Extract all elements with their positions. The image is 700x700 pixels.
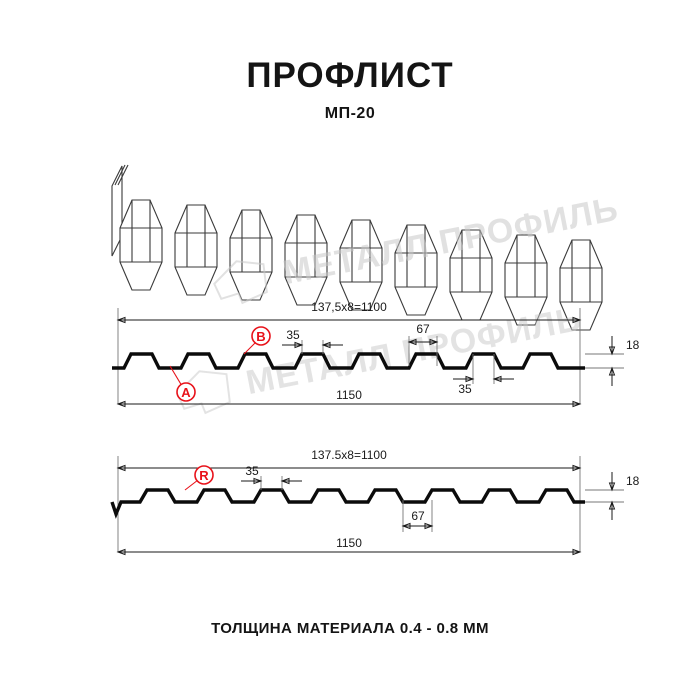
page-title: ПРОФЛИСТ: [246, 56, 454, 95]
watermark-text: МЕТАЛЛ ПРОФИЛЬ: [243, 300, 585, 402]
dim-overall-bottom: 1150: [336, 388, 362, 402]
dim-overall-top: 137.5x8=1100: [311, 448, 387, 462]
callout-a-label: A: [181, 385, 191, 400]
dim-rib-bottom: 35: [458, 382, 472, 396]
dim-height: 18: [626, 474, 640, 488]
callout-circle-a: [176, 382, 196, 402]
dim-rib-top: 35: [245, 464, 259, 478]
callout-circle-b: [251, 326, 271, 346]
dim-height: 18: [626, 338, 640, 352]
section-drawing-bottom: 137.5x8=1100 35 67 18 1150 R: [0, 440, 700, 570]
page-subtitle: МП-20: [324, 105, 376, 122]
watermark: МЕТАЛЛ ПРОФИЛЬ: [176, 300, 585, 415]
callout-r-label: R: [199, 468, 209, 483]
material-thickness-note: ТОЛЩИНА МАТЕРИАЛА 0.4 - 0.8 ММ: [211, 620, 489, 637]
dim-pitch: 67: [416, 322, 430, 336]
dim-pitch: 67: [411, 509, 425, 523]
section-drawing-top: МЕТАЛЛ ПРОФИЛЬ 137,5x8=1100 35 67 35: [0, 300, 700, 430]
callout-circle-r: [194, 465, 214, 485]
dim-rib-top: 35: [286, 328, 300, 342]
dim-overall-bottom: 1150: [336, 536, 362, 550]
callout-b-label: B: [256, 329, 265, 344]
dim-overall-top: 137,5x8=1100: [311, 300, 387, 314]
isometric-view: МЕТАЛЛ ПРОФИЛЬ: [0, 0, 700, 331]
